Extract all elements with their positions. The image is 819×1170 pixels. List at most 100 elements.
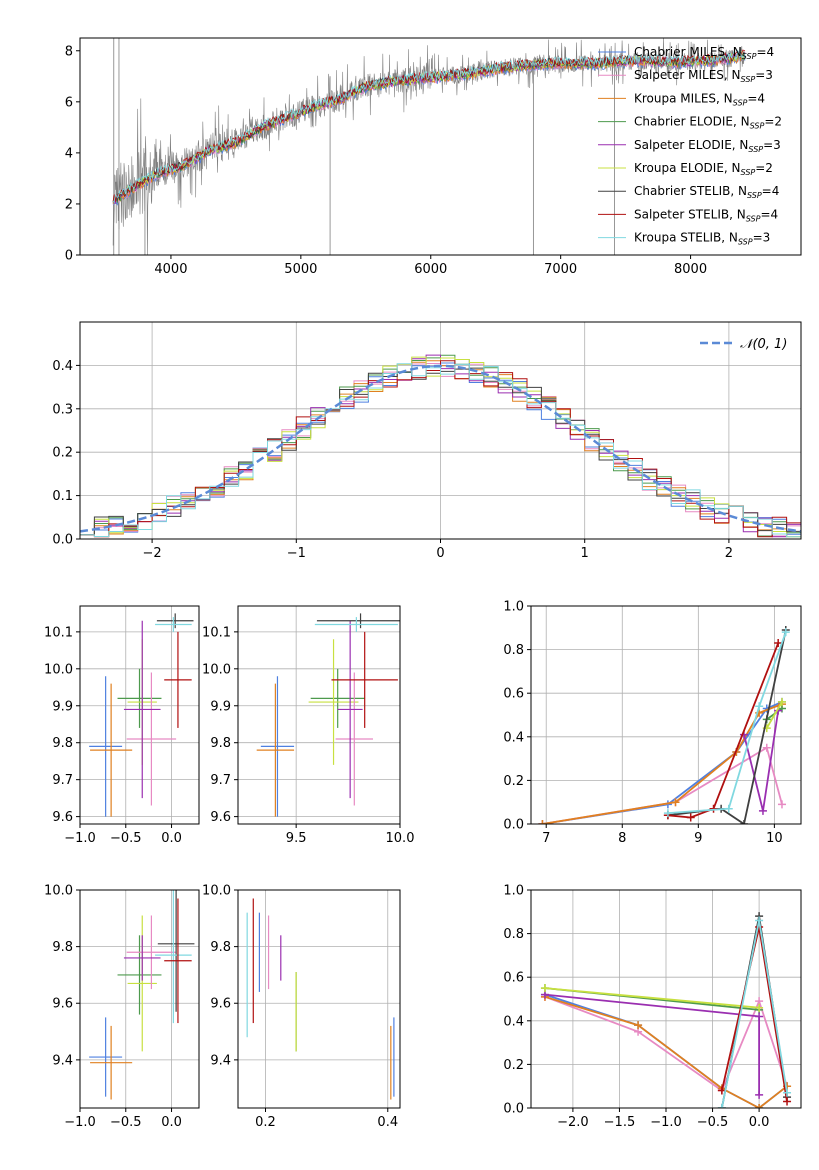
legend-subscript: SSP xyxy=(738,238,753,247)
x-tick-label: 8 xyxy=(618,831,626,846)
series-marker xyxy=(663,809,672,818)
y-tick-label: 9.6 xyxy=(52,997,73,1012)
x-tick-label: −1.0 xyxy=(64,831,96,846)
y-tick-label: 2 xyxy=(65,197,73,212)
y-tick-label: 10.0 xyxy=(44,884,73,899)
y-tick-label: 0.4 xyxy=(52,359,73,374)
legend-label: Salpeter MILES, N xyxy=(634,68,741,82)
x-tick-label: −0.5 xyxy=(697,1115,729,1130)
model-fit xyxy=(112,49,746,203)
chart-age-vs-z: −1.0 −0.5 0.0 9.6 9.7 9.8 9.9 10.0 10.1 xyxy=(44,605,200,846)
x-tick-label: −2.0 xyxy=(557,1115,589,1130)
y-tick-label: 10.0 xyxy=(202,884,231,899)
y-tick-label: 10.1 xyxy=(44,625,73,640)
axes-frame xyxy=(237,605,401,825)
x-tick-label: 8000 xyxy=(674,262,707,277)
legend-subscript: SSP xyxy=(746,214,761,223)
legend-entry: Kroupa ELODIE, NSSP=2 xyxy=(634,161,773,177)
y-tick-label: 0.4 xyxy=(503,1014,524,1029)
y-tick-label: 9.9 xyxy=(210,699,231,714)
plot-area xyxy=(531,890,801,1108)
x-tick-label: 0 xyxy=(436,546,444,561)
y-tick-label: 9.8 xyxy=(210,736,231,751)
normal-curve xyxy=(80,364,801,533)
y-tick-label: 9.4 xyxy=(52,1053,73,1068)
series-marker xyxy=(538,820,547,824)
plot-area xyxy=(238,890,400,1108)
series-line xyxy=(667,631,787,814)
y-tick-label: 9.7 xyxy=(52,773,73,788)
x-tick-label: −0.5 xyxy=(110,831,142,846)
axes-frame xyxy=(79,605,200,825)
series-marker xyxy=(777,697,786,706)
legend-count: =2 xyxy=(764,115,782,129)
y-tick-label: 0.2 xyxy=(503,1058,524,1073)
y-tick-label: 8 xyxy=(65,44,73,59)
plot-area xyxy=(238,606,400,824)
model-fit xyxy=(112,49,746,202)
series-marker xyxy=(634,1021,643,1030)
y-tick-label: 1.0 xyxy=(503,600,524,615)
x-tick-label: 0.4 xyxy=(377,1115,398,1130)
y-tick-label: 0.2 xyxy=(503,774,524,789)
x-tick-label: −0.5 xyxy=(110,1115,142,1130)
legend-count: =2 xyxy=(755,161,773,175)
series-line xyxy=(544,987,760,1009)
series-marker xyxy=(783,1088,792,1097)
x-tick-label: 4000 xyxy=(154,262,187,277)
legend-count: =4 xyxy=(747,91,765,105)
x-tick-label: 2 xyxy=(725,546,733,561)
y-tick-label: 0.4 xyxy=(503,730,524,745)
legend-subscript: SSP xyxy=(741,75,756,84)
series-marker xyxy=(755,1090,764,1099)
legend-count: =4 xyxy=(756,45,774,59)
legend-label: Salpeter ELODIE, N xyxy=(634,138,748,152)
y-tick-label: 4 xyxy=(65,146,73,161)
plot-area xyxy=(531,606,801,824)
legend: 𝒩(0, 1) xyxy=(700,337,787,352)
x-tick-label: 5000 xyxy=(284,262,317,277)
series-marker xyxy=(724,804,733,813)
legend-count: =3 xyxy=(753,231,771,245)
series-marker xyxy=(755,1003,764,1012)
y-tick-label: 9.9 xyxy=(52,699,73,714)
axes-frame xyxy=(79,37,802,256)
y-tick-label: 0.8 xyxy=(503,927,524,942)
legend-entry: Salpeter STELIB, NSSP=4 xyxy=(634,207,778,223)
y-tick-label: 9.8 xyxy=(210,940,231,955)
legend-entry: Kroupa MILES, NSSP=4 xyxy=(634,91,765,107)
chart-residuals: −2 −1 0 1 2 0.0 0.1 0.2 0.3 0.4 𝒩(0, 1) xyxy=(52,321,802,561)
plot-area xyxy=(80,606,199,824)
y-tick-label: 1.0 xyxy=(503,884,524,899)
series-line xyxy=(743,710,780,812)
series-marker xyxy=(755,1104,764,1108)
axes-frame xyxy=(79,889,200,1109)
series-marker xyxy=(762,743,771,752)
legend-label: Kroupa ELODIE, N xyxy=(634,161,741,175)
legend-label: Salpeter STELIB, N xyxy=(634,207,746,221)
series-marker xyxy=(755,702,764,711)
x-tick-label: 6000 xyxy=(414,262,447,277)
y-tick-label: 9.7 xyxy=(210,773,231,788)
series-line xyxy=(766,701,783,729)
legend-entry: Kroupa STELIB, NSSP=3 xyxy=(634,231,770,247)
y-tick-label: 6 xyxy=(65,95,73,110)
series-marker xyxy=(739,820,748,824)
x-tick-label: 10.0 xyxy=(386,831,415,846)
legend-entry: Salpeter ELODIE, NSSP=3 xyxy=(634,138,781,154)
axes-frame xyxy=(530,605,802,825)
series-marker xyxy=(717,1104,726,1108)
plot-area xyxy=(80,890,199,1108)
x-tick-label: 1 xyxy=(581,546,589,561)
series-marker xyxy=(777,800,786,809)
legend-subscript: SSP xyxy=(750,122,765,131)
y-tick-label: 0.1 xyxy=(52,489,73,504)
x-tick-label: 7000 xyxy=(544,262,577,277)
series-line xyxy=(542,701,783,824)
y-tick-label: 9.6 xyxy=(210,810,231,825)
legend-label: Chabrier STELIB, N xyxy=(634,184,747,198)
y-tick-label: 0.8 xyxy=(503,643,524,658)
y-tick-label: 9.8 xyxy=(52,940,73,955)
series-marker xyxy=(783,1097,792,1106)
